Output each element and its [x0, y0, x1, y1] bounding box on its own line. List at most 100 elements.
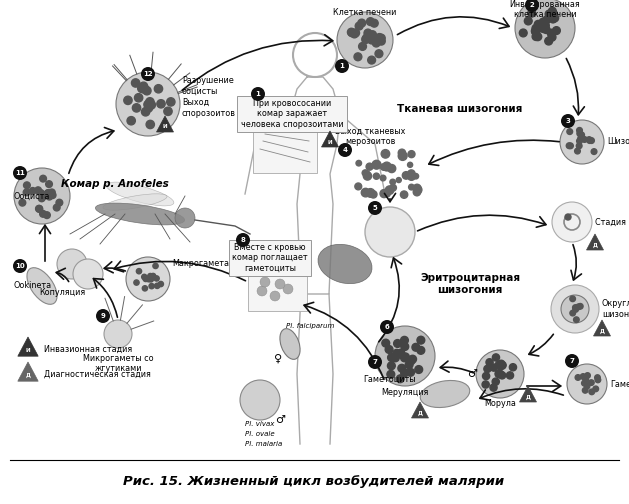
Circle shape: [352, 29, 360, 37]
Circle shape: [36, 205, 42, 212]
Circle shape: [382, 339, 389, 347]
Text: 10: 10: [15, 263, 25, 269]
Circle shape: [362, 36, 370, 43]
Circle shape: [146, 277, 151, 282]
Circle shape: [497, 370, 504, 378]
Circle shape: [142, 108, 150, 116]
Circle shape: [370, 19, 378, 27]
Circle shape: [283, 284, 293, 294]
Circle shape: [401, 354, 408, 362]
Circle shape: [364, 172, 372, 180]
Circle shape: [144, 100, 152, 109]
Circle shape: [548, 7, 556, 15]
Circle shape: [528, 9, 536, 17]
Text: 6: 6: [384, 324, 389, 330]
Text: И: И: [26, 348, 30, 353]
Text: Клетка печени: Клетка печени: [333, 8, 397, 17]
Circle shape: [53, 204, 60, 211]
Circle shape: [539, 23, 547, 31]
Circle shape: [348, 29, 356, 37]
Circle shape: [534, 33, 542, 41]
Text: Эритроцитарная
шизогония: Эритроцитарная шизогония: [420, 273, 520, 295]
Circle shape: [576, 304, 581, 309]
Circle shape: [153, 263, 158, 269]
Circle shape: [359, 42, 367, 50]
Circle shape: [532, 24, 540, 32]
Text: И: И: [328, 140, 332, 145]
Circle shape: [260, 277, 270, 287]
Text: Ооkinета: Ооkinета: [14, 282, 52, 290]
Circle shape: [40, 211, 47, 217]
Circle shape: [589, 389, 594, 395]
Circle shape: [366, 188, 375, 197]
Circle shape: [375, 50, 383, 57]
Circle shape: [382, 162, 391, 171]
Circle shape: [124, 96, 132, 104]
Circle shape: [540, 24, 548, 32]
Circle shape: [534, 20, 542, 28]
Circle shape: [369, 31, 376, 39]
Circle shape: [57, 249, 87, 279]
Circle shape: [45, 190, 52, 197]
Circle shape: [364, 29, 372, 37]
Circle shape: [552, 202, 592, 242]
Circle shape: [586, 137, 592, 143]
Circle shape: [525, 17, 532, 25]
Circle shape: [566, 143, 572, 149]
Text: Гаметоциты: Гаметоциты: [610, 380, 629, 389]
Circle shape: [405, 361, 413, 368]
Text: Pl. vivax: Pl. vivax: [245, 421, 274, 427]
Ellipse shape: [106, 182, 174, 206]
Circle shape: [380, 320, 394, 334]
Text: 8: 8: [240, 237, 245, 243]
Circle shape: [143, 87, 151, 95]
Text: Стадия кольца: Стадия кольца: [595, 218, 629, 226]
Circle shape: [138, 84, 146, 93]
Text: ♂: ♂: [275, 415, 285, 425]
Circle shape: [403, 172, 410, 179]
Circle shape: [551, 285, 599, 333]
Circle shape: [540, 24, 548, 32]
Circle shape: [413, 185, 422, 194]
Text: ♂: ♂: [467, 369, 477, 379]
Circle shape: [415, 365, 423, 373]
Circle shape: [549, 15, 557, 23]
Text: Разрушение
ооцисты: Разрушение ооцисты: [182, 76, 234, 96]
Polygon shape: [520, 386, 537, 402]
Circle shape: [157, 100, 165, 108]
Circle shape: [390, 179, 396, 185]
Polygon shape: [18, 337, 38, 356]
Circle shape: [577, 138, 582, 144]
Circle shape: [565, 214, 571, 220]
Text: Pl. malaria: Pl. malaria: [245, 441, 282, 447]
Circle shape: [149, 283, 154, 289]
Circle shape: [397, 349, 404, 357]
Circle shape: [14, 168, 70, 224]
Circle shape: [142, 286, 148, 291]
Circle shape: [134, 280, 139, 285]
Circle shape: [154, 276, 159, 281]
Circle shape: [387, 362, 395, 369]
Circle shape: [567, 143, 573, 149]
Circle shape: [104, 320, 132, 348]
Circle shape: [476, 350, 524, 398]
Circle shape: [164, 107, 172, 115]
Circle shape: [368, 36, 376, 44]
Circle shape: [537, 23, 544, 31]
Circle shape: [380, 175, 386, 181]
Circle shape: [48, 189, 55, 196]
Circle shape: [146, 98, 154, 106]
Circle shape: [387, 370, 395, 378]
Circle shape: [396, 177, 401, 182]
Circle shape: [167, 98, 175, 106]
Circle shape: [576, 143, 582, 149]
Circle shape: [408, 151, 415, 158]
Text: 4: 4: [343, 147, 347, 153]
Text: Округлый
шизонт: Округлый шизонт: [602, 299, 629, 319]
Circle shape: [148, 277, 153, 282]
Circle shape: [575, 374, 581, 381]
Circle shape: [145, 100, 153, 109]
Circle shape: [154, 85, 163, 93]
Circle shape: [567, 129, 572, 135]
Circle shape: [408, 172, 416, 180]
